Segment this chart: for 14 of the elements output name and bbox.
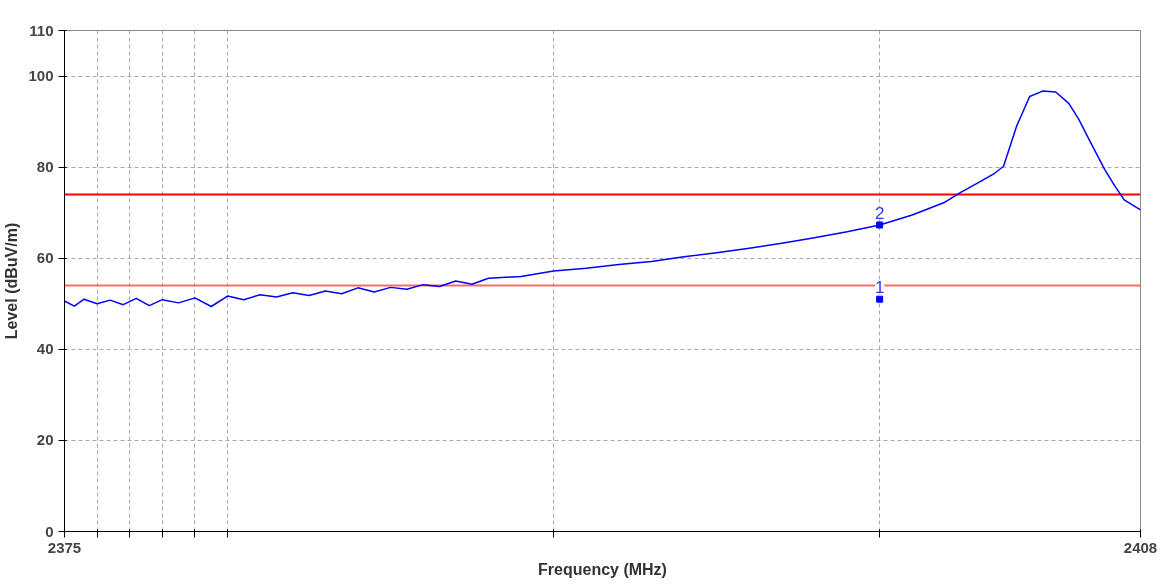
line-series	[64, 90, 1141, 308]
y-tick-label: 100	[28, 67, 54, 85]
y-tick-label: 80	[36, 158, 54, 176]
x-axis-title: Frequency (MHz)	[538, 560, 667, 578]
y-axis-title: Level (dBuV/m)	[3, 222, 21, 340]
y-tick-label: 110	[29, 21, 54, 39]
x-tick-label: 2408	[1123, 538, 1158, 556]
y-tick-label: 0	[45, 522, 54, 540]
x-tick-label: 2375	[47, 538, 82, 556]
annotation: 2	[874, 203, 885, 223]
y-tick-label: 60	[36, 249, 54, 267]
y-tick-label: 20	[36, 431, 54, 449]
annotation: 1	[874, 278, 885, 298]
y-tick-label: 40	[36, 340, 54, 358]
